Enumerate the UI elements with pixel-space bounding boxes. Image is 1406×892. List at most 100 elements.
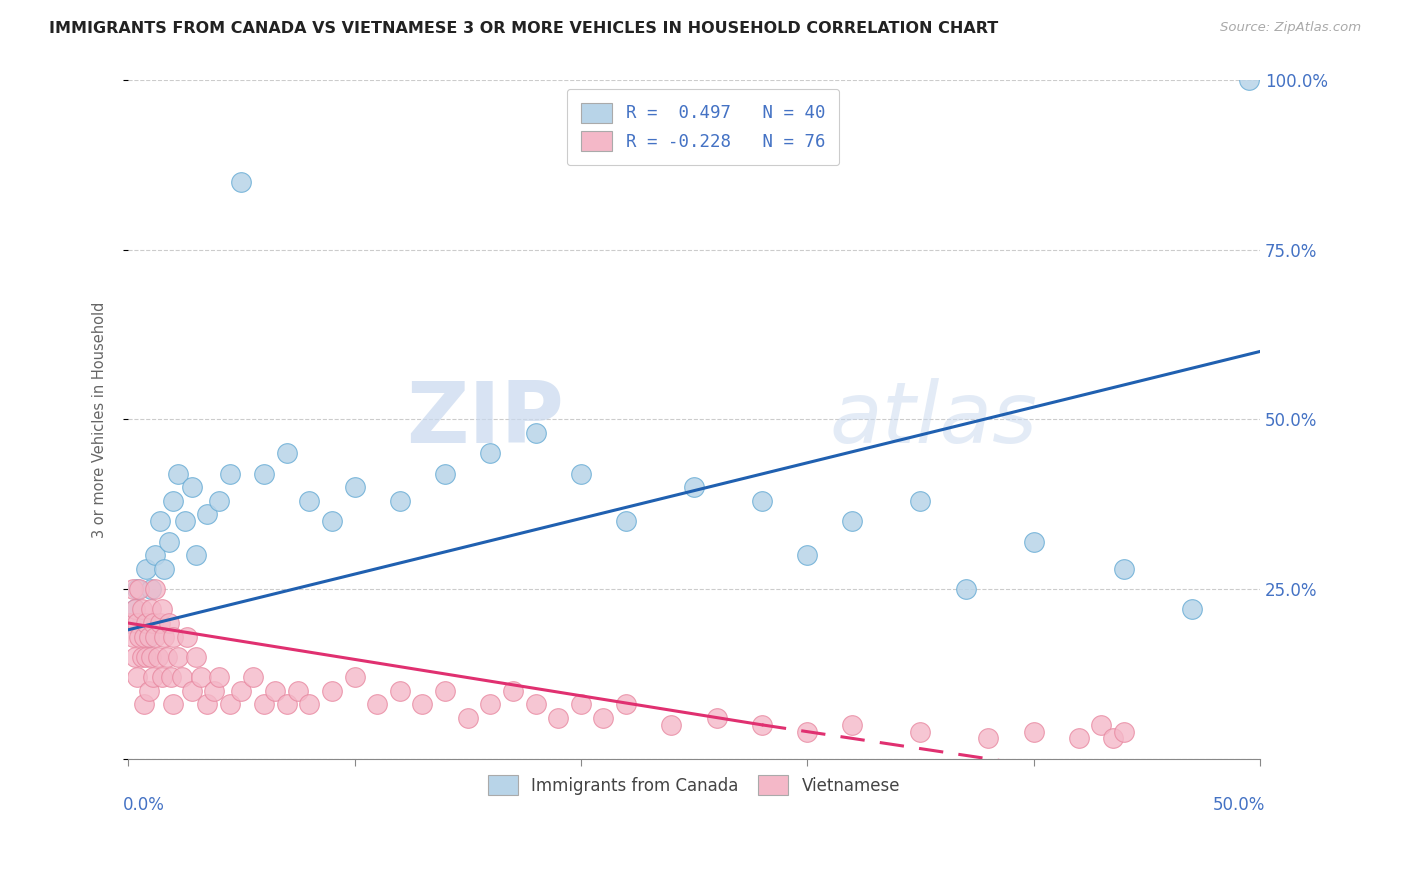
Point <box>138 684 160 698</box>
Legend: Immigrants from Canada, Vietnamese: Immigrants from Canada, Vietnamese <box>481 769 907 801</box>
Point <box>321 514 343 528</box>
Point <box>231 684 253 698</box>
Point <box>1112 724 1135 739</box>
Point <box>1237 73 1260 87</box>
Point <box>366 698 388 712</box>
Point <box>1067 731 1090 746</box>
Point <box>1101 731 1123 746</box>
Point <box>524 425 547 440</box>
Point <box>502 684 524 698</box>
Point <box>276 698 298 712</box>
Point <box>1022 724 1045 739</box>
Point <box>127 615 149 630</box>
Point <box>1112 562 1135 576</box>
Point <box>1181 602 1204 616</box>
Point <box>977 731 1000 746</box>
Point <box>121 582 143 596</box>
Point <box>955 582 977 596</box>
Point <box>910 493 932 508</box>
Point <box>547 711 569 725</box>
Point <box>614 514 637 528</box>
Point <box>138 630 160 644</box>
Point <box>569 698 592 712</box>
Point <box>661 718 683 732</box>
Point <box>128 630 150 644</box>
Point <box>180 684 202 698</box>
Text: ZIP: ZIP <box>406 378 564 461</box>
Point <box>298 698 321 712</box>
Point <box>184 650 207 665</box>
Point <box>180 480 202 494</box>
Point <box>139 650 162 665</box>
Point <box>479 446 502 460</box>
Point <box>841 514 863 528</box>
Point <box>569 467 592 481</box>
Point <box>614 698 637 712</box>
Point <box>150 602 173 616</box>
Point <box>1090 718 1112 732</box>
Point <box>157 615 180 630</box>
Point <box>128 582 150 596</box>
Point <box>162 493 184 508</box>
Point <box>287 684 309 698</box>
Point <box>167 467 190 481</box>
Point <box>524 698 547 712</box>
Point <box>135 615 157 630</box>
Point <box>143 630 166 644</box>
Point <box>162 698 184 712</box>
Point <box>411 698 433 712</box>
Point <box>298 493 321 508</box>
Point <box>132 698 155 712</box>
Point <box>149 514 172 528</box>
Point <box>219 698 242 712</box>
Point <box>131 615 153 630</box>
Point <box>143 582 166 596</box>
Point <box>132 630 155 644</box>
Point <box>157 534 180 549</box>
Point <box>1022 534 1045 549</box>
Point <box>135 650 157 665</box>
Point <box>592 711 614 725</box>
Point <box>127 582 149 596</box>
Point <box>156 650 179 665</box>
Point <box>135 562 157 576</box>
Point <box>167 650 190 665</box>
Point <box>124 602 146 616</box>
Text: IMMIGRANTS FROM CANADA VS VIETNAMESE 3 OR MORE VEHICLES IN HOUSEHOLD CORRELATION: IMMIGRANTS FROM CANADA VS VIETNAMESE 3 O… <box>49 21 998 37</box>
Point <box>388 493 411 508</box>
Point <box>127 670 149 684</box>
Point <box>253 467 276 481</box>
Point <box>751 718 773 732</box>
Point <box>796 548 818 562</box>
Y-axis label: 3 or more Vehicles in Household: 3 or more Vehicles in Household <box>93 301 107 538</box>
Point <box>138 630 160 644</box>
Point <box>457 711 479 725</box>
Point <box>683 480 706 494</box>
Point <box>202 684 225 698</box>
Point <box>219 467 242 481</box>
Text: atlas: atlas <box>830 378 1038 461</box>
Point <box>172 670 194 684</box>
Point <box>276 446 298 460</box>
Point <box>388 684 411 698</box>
Point <box>143 548 166 562</box>
Point <box>910 724 932 739</box>
Point <box>706 711 728 725</box>
Point <box>195 508 218 522</box>
Point <box>146 650 169 665</box>
Point <box>120 615 142 630</box>
Point <box>841 718 863 732</box>
Point <box>796 724 818 739</box>
Point <box>162 630 184 644</box>
Point <box>321 684 343 698</box>
Point <box>139 602 162 616</box>
Point <box>124 650 146 665</box>
Point <box>131 602 153 616</box>
Point <box>139 582 162 596</box>
Text: 0.0%: 0.0% <box>122 797 165 814</box>
Point <box>479 698 502 712</box>
Point <box>242 670 264 684</box>
Point <box>184 548 207 562</box>
Point <box>149 615 172 630</box>
Point <box>264 684 287 698</box>
